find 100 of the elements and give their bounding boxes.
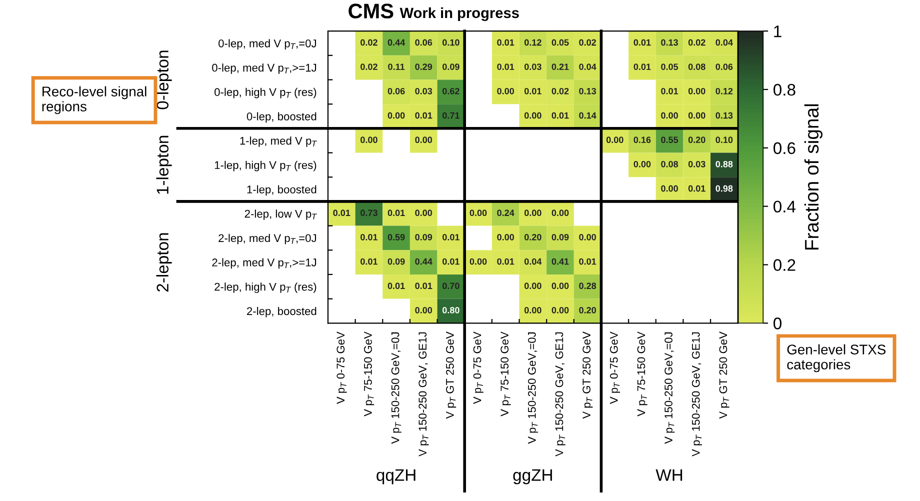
text: qqZH <box>376 469 416 484</box>
y-tick-label: 0-lep, med V p$_{T}$,>=1J <box>212 64 316 74</box>
y-tick-label: 2-lep, high V p$_{T}$ (res) <box>214 282 316 293</box>
x-tick-label: V p$_{T}$ 75-150 GeV <box>637 332 648 416</box>
data-label: 0.04 <box>579 64 596 70</box>
data-label: 0.01 <box>388 282 405 290</box>
y-tick-label: 2-lep, med V p$_{T}$,>=1J <box>212 258 316 269</box>
text: WH <box>656 469 682 481</box>
y-tick-label: 2-lep, low V p$_{T}$ <box>244 210 317 220</box>
color-bar-label: 0.6 <box>774 142 796 154</box>
data-label: 0.08 <box>661 160 678 168</box>
data-label: 0.01 <box>497 64 514 70</box>
data-label: 0.16 <box>634 136 651 144</box>
data-label: 0.04 <box>716 39 733 46</box>
data-label: 0.20 <box>688 136 706 144</box>
data-label: 0.01 <box>497 258 514 265</box>
data-label: 0.41 <box>552 258 569 265</box>
data-label: 0.44 <box>388 39 406 46</box>
x-tick-label: V p$_{T}$ 150-250 GeV,=0J <box>664 332 675 444</box>
color-bar-label: 1 <box>774 26 782 38</box>
data-label: 0.20 <box>524 234 542 240</box>
data-label: 0.01 <box>415 282 432 290</box>
x-tick-label: V p$_{T}$ 75-150 GeV <box>364 332 374 416</box>
data-label: 0.00 <box>497 234 514 240</box>
data-label: 0.80 <box>442 307 460 314</box>
data-label: 0.01 <box>634 39 651 46</box>
data-label: 0.13 <box>716 112 733 119</box>
text: ggZH <box>513 469 552 484</box>
data-label: 0.00 <box>552 210 569 216</box>
color-bar-label: 0.2 <box>774 259 796 271</box>
data-label: 0.01 <box>415 112 432 119</box>
data-label: 0.28 <box>579 282 596 290</box>
x-tick-label: V p$_{T}$ 0-75 GeV <box>473 332 484 404</box>
data-label: 0.00 <box>688 88 706 94</box>
data-label: 0.08 <box>688 64 706 70</box>
data-label: 0.01 <box>442 234 460 240</box>
data-label: 0.00 <box>360 136 378 144</box>
data-label: 0.00 <box>661 112 678 119</box>
data-label: 0.01 <box>579 258 596 265</box>
chart-subtitle: Work in progress <box>400 7 519 22</box>
data-label: 0.10 <box>442 39 460 46</box>
data-label: 0.02 <box>688 39 706 46</box>
data-label: 0.59 <box>388 234 405 240</box>
data-label: 0.01 <box>388 210 405 216</box>
data-label: 0.01 <box>688 185 706 192</box>
data-label: 0.00 <box>552 282 569 290</box>
x-tick-label: V p$_{T}$ 150-250 GeV,=0J <box>528 332 538 444</box>
data-label: 0.10 <box>716 136 733 144</box>
color-bar-title: Fraction of signal <box>804 104 822 250</box>
y-tick-label: 1-lep, boosted <box>247 185 316 196</box>
chart-title: CMS <box>348 4 394 18</box>
data-label: 0.09 <box>442 64 460 70</box>
y-tick-label: 1-lep, high V p$_{T}$ (res) <box>214 160 316 172</box>
data-label: 0.44 <box>415 258 432 265</box>
data-label: 0.00 <box>470 258 487 265</box>
text: 2-lepton <box>156 233 172 292</box>
data-label: 0.01 <box>333 210 350 216</box>
data-label: 0.00 <box>388 112 405 119</box>
y-tick-label: 1-lep, med V p$_{T}$ <box>240 136 318 147</box>
data-label: 0.01 <box>634 64 651 70</box>
x-tick-label: V p$_{T}$ 0-75 GeV <box>610 332 620 404</box>
data-label: 0.02 <box>552 88 569 94</box>
text: Reco-level signal regions <box>42 86 146 114</box>
data-label: 0.12 <box>716 88 733 94</box>
data-label: 0.00 <box>579 234 596 240</box>
x-tick-label: V p$_{T}$ 150-250 GeV,=0J <box>391 332 402 444</box>
data-label: 0.71 <box>442 112 460 119</box>
data-label: 0.00 <box>661 185 678 192</box>
data-label: 0.00 <box>470 210 487 216</box>
data-label: 0.01 <box>360 234 378 240</box>
text: 0-lepton <box>156 50 172 110</box>
data-label: 0.03 <box>415 88 432 94</box>
data-label: 0.00 <box>688 112 706 119</box>
y-tick-label: 2-lep, med V p$_{T}$,=0J <box>218 234 316 244</box>
data-label: 0.70 <box>442 282 460 290</box>
data-label: 0.03 <box>688 160 706 168</box>
data-label: 0.00 <box>524 282 542 290</box>
data-label: 0.24 <box>497 210 514 216</box>
data-label: 0.20 <box>579 307 596 314</box>
text: Gen-level STXS categories <box>787 344 886 372</box>
x-tick-label: V p$_{T}$ 0-75 GeV <box>336 332 347 404</box>
data-label: 0.00 <box>415 136 432 144</box>
data-label: 0.00 <box>415 307 432 314</box>
data-label: 0.03 <box>524 64 542 70</box>
data-label: 0.01 <box>552 112 569 119</box>
color-bar-label: 0.4 <box>774 200 796 213</box>
data-label: 0.00 <box>606 136 624 144</box>
data-label: 0.01 <box>442 258 460 265</box>
x-tick-label: V p$_{T}$ GT 250 GeV <box>719 332 730 419</box>
data-label: 0.04 <box>524 258 542 265</box>
x-tick-label: V p$_{T}$ 75-150 GeV <box>500 332 511 416</box>
data-label: 0.13 <box>661 39 678 46</box>
data-label: 0.02 <box>579 39 596 46</box>
x-tick-label: V p$_{T}$ GT 250 GeV <box>446 332 456 419</box>
color-bar-label: 0 <box>774 318 782 330</box>
data-label: 0.14 <box>579 112 596 119</box>
data-label: 0.98 <box>716 185 733 192</box>
y-tick-label: 0-lep, boosted <box>246 112 316 123</box>
data-label: 0.09 <box>552 234 569 240</box>
data-label: 0.06 <box>388 88 405 94</box>
